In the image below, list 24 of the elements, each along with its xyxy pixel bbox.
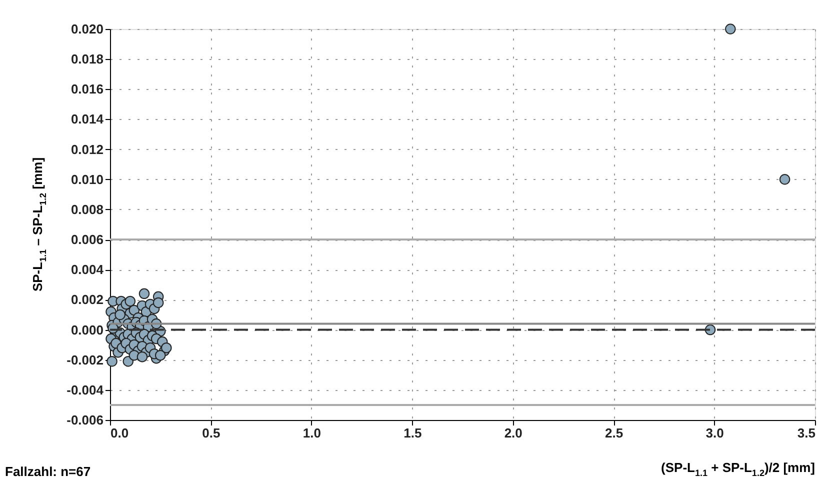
x-tick-label: 0.5 — [202, 426, 220, 440]
y-tick-label: -0.006 — [66, 412, 104, 428]
x-tick-label: 1.0 — [302, 426, 321, 440]
y-tick-label: 0.016 — [70, 82, 104, 97]
x-tick-label: 1.5 — [404, 426, 422, 440]
y-tick-label: 0.008 — [70, 202, 104, 217]
x-tick-label: 0.0 — [110, 426, 129, 440]
y-tick-label: 0.012 — [70, 142, 104, 157]
y-tick-label: 0.006 — [70, 232, 104, 248]
y-tick-label: 0.004 — [70, 262, 104, 278]
y-tick-label: 0.002 — [70, 292, 104, 308]
y-tick-label: -0.002 — [66, 352, 104, 368]
y-tick-label: 0.018 — [70, 52, 104, 67]
x-tick-label: 3.0 — [706, 426, 724, 440]
text: Fallzahl: n=67 — [5, 464, 91, 479]
x-tick-label: 2.5 — [605, 426, 624, 440]
y-tick-label: -0.004 — [66, 382, 104, 398]
y-tick-label: 0.000 — [70, 322, 104, 338]
y-axis-title: SP-L1.1 – SP-L1.2 [mm] — [30, 157, 48, 292]
x-tick-label: 3.5 — [797, 426, 816, 440]
y-tick-label: 0.020 — [70, 22, 104, 36]
x-tick-label: 2.0 — [504, 426, 522, 440]
y-tick-label: 0.014 — [70, 112, 104, 127]
y-tick-label: 0.010 — [70, 172, 104, 187]
